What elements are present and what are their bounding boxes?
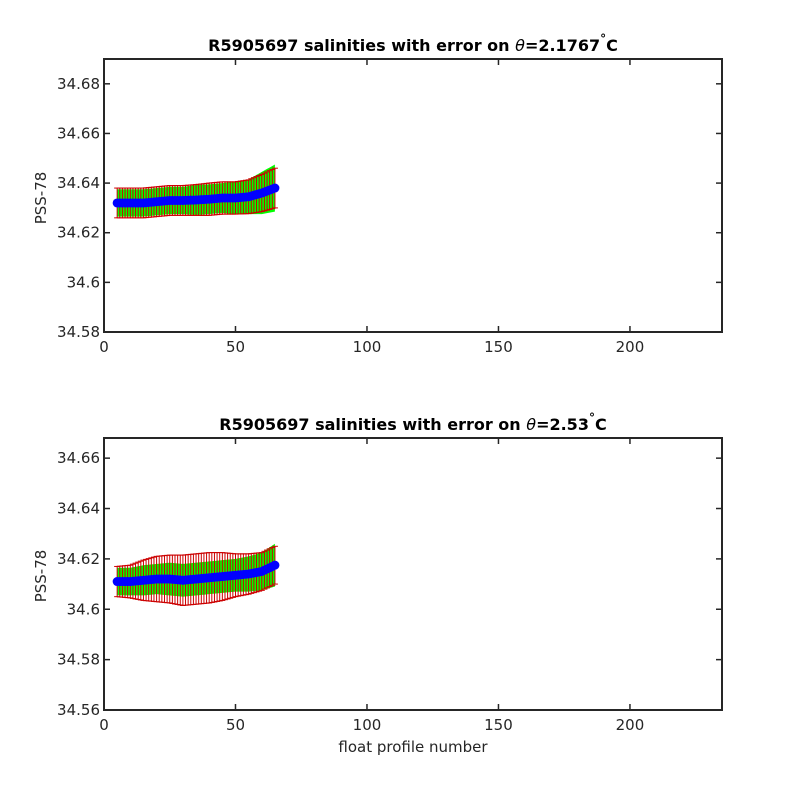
mean-series-group (112, 183, 280, 208)
title-prefix: R5905697 salinities with error on (219, 415, 526, 434)
x-tick-label: 100 (353, 716, 382, 734)
title-theta: θ (515, 36, 525, 55)
mean-point (270, 183, 280, 193)
bottom-salinity-plot: R5905697 salinities with error on θ=2.53… (32, 411, 723, 756)
title-degree: ° (589, 411, 595, 425)
x-tick-label: 0 (99, 338, 109, 356)
title-unit: C (595, 415, 607, 434)
y-tick-label: 34.68 (57, 75, 100, 93)
title-degree: ° (600, 32, 606, 46)
axes-box (103, 58, 723, 333)
mean-point (270, 560, 280, 570)
x-tick-label: 50 (226, 338, 245, 356)
x-tick-label: 150 (484, 338, 513, 356)
axes-group: 0 50 100 150 200 34.58 34.6 34.62 34.64 34.66 34.6… (57, 58, 723, 356)
x-tick-label: 200 (616, 716, 645, 734)
y-tick-label: 34.6 (67, 273, 100, 291)
title-unit: C (606, 36, 618, 55)
title-prefix: R5905697 salinities with error on (208, 36, 515, 55)
x-tick-label: 50 (226, 716, 245, 734)
y-tick-label: 34.58 (57, 651, 100, 669)
y-tick-label: 34.66 (57, 449, 100, 467)
mean-series-group (112, 560, 280, 587)
plot-title: R5905697 salinities with error on θ=2.17… (208, 32, 618, 55)
y-tick-label: 34.58 (57, 323, 100, 341)
x-tick-label: 150 (484, 716, 513, 734)
y-tick-label: 34.64 (57, 500, 100, 518)
y-tick-label: 34.66 (57, 124, 100, 142)
axes-box (103, 437, 723, 711)
top-salinity-plot: R5905697 salinities with error on θ=2.17… (32, 32, 723, 356)
y-tick-label: 34.62 (57, 224, 100, 242)
y-tick-label: 34.64 (57, 174, 100, 192)
y-tick-label: 34.56 (57, 701, 100, 719)
title-value: =2.53 (536, 415, 589, 434)
x-tick-label: 0 (99, 716, 109, 734)
y-tick-label: 34.6 (67, 600, 100, 618)
title-theta: θ (526, 415, 536, 434)
x-tick-label: 200 (616, 338, 645, 356)
axes-group: 0 50 100 150 200 34.56 34.58 34.6 34.62 34.64 34.6… (57, 437, 723, 734)
title-value: =2.1767 (525, 36, 600, 55)
x-tick-label: 100 (353, 338, 382, 356)
y-axis-label: PSS-78 (32, 550, 50, 603)
plot-title: R5905697 salinities with error on θ=2.53… (219, 411, 606, 434)
y-tick-label: 34.62 (57, 550, 100, 568)
y-axis-label: PSS-78 (32, 172, 50, 225)
x-axis-label: float profile number (338, 738, 488, 756)
